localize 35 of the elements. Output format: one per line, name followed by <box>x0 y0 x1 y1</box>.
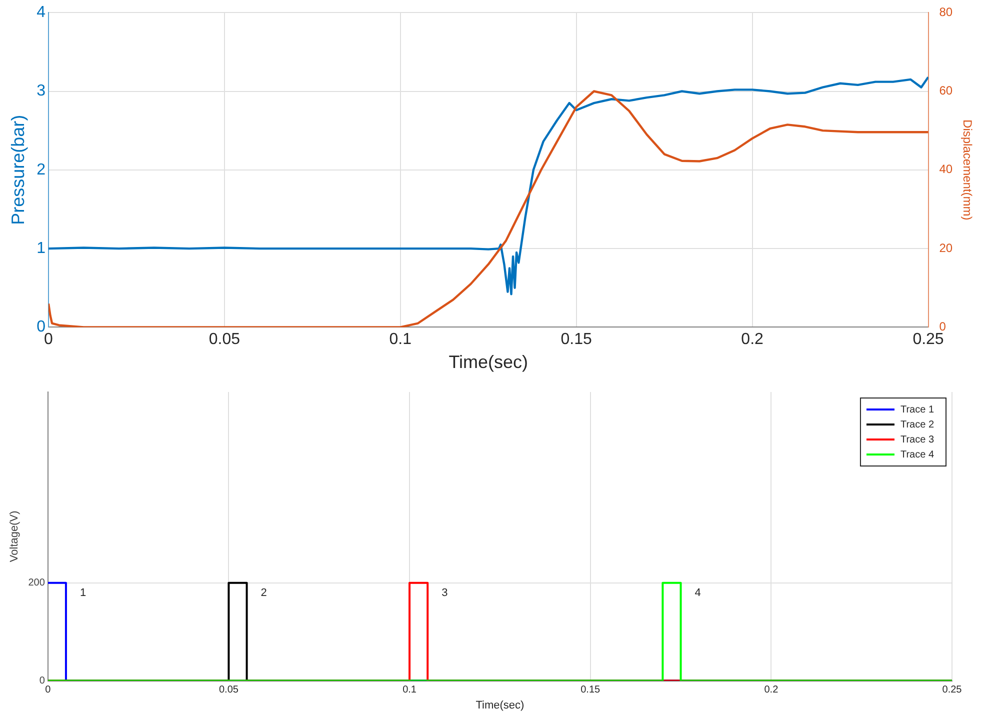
annotation: 1 <box>80 586 86 599</box>
x-tick-label: 0.25 <box>912 331 944 348</box>
y-tick-label: 1 <box>36 240 46 257</box>
annotation: 3 <box>442 586 448 599</box>
x-axis-title: Time(sec) <box>476 699 524 712</box>
x-tick-label: 0.2 <box>741 331 764 348</box>
y-tick-label: 4 <box>36 4 46 22</box>
x-tick-label: 0.05 <box>208 331 240 348</box>
y-tick-label: 0 <box>39 676 46 687</box>
y2-tick-label: 80 <box>939 4 953 19</box>
legend-label: Trace 4 <box>900 449 934 460</box>
annotation: 4 <box>694 586 701 599</box>
x-tick-label: 0.15 <box>580 684 601 696</box>
y2-tick-label: 0 <box>939 320 946 334</box>
y2-tick-label: 60 <box>939 84 953 98</box>
y-tick-label: 2 <box>36 161 46 178</box>
y-tick-label: 200 <box>28 578 46 589</box>
y2-tick-label: 40 <box>939 162 953 176</box>
x-axis-title: Time(sec) <box>448 352 528 372</box>
annotation: 2 <box>260 586 267 599</box>
legend-label: Trace 2 <box>900 419 934 430</box>
x-tick-label: 0.05 <box>218 684 239 696</box>
y2-axis-title: Displacement(mm) <box>960 120 974 220</box>
y-tick-label: 0 <box>36 318 46 336</box>
x-tick-label: 0.1 <box>389 331 412 348</box>
legend-label: Trace 1 <box>900 404 934 416</box>
y-axis-title: Voltage(V) <box>8 510 21 562</box>
x-tick-label: 0.15 <box>560 331 592 348</box>
y-axis-title: Pressure(bar) <box>8 114 28 225</box>
y-tick-label: 3 <box>36 82 46 100</box>
legend-label: Trace 3 <box>900 434 934 446</box>
y2-tick-label: 20 <box>939 240 953 255</box>
x-tick-label: 0.2 <box>764 684 779 696</box>
x-tick-label: 0.1 <box>402 684 417 696</box>
x-tick-label: 0.25 <box>942 684 962 696</box>
